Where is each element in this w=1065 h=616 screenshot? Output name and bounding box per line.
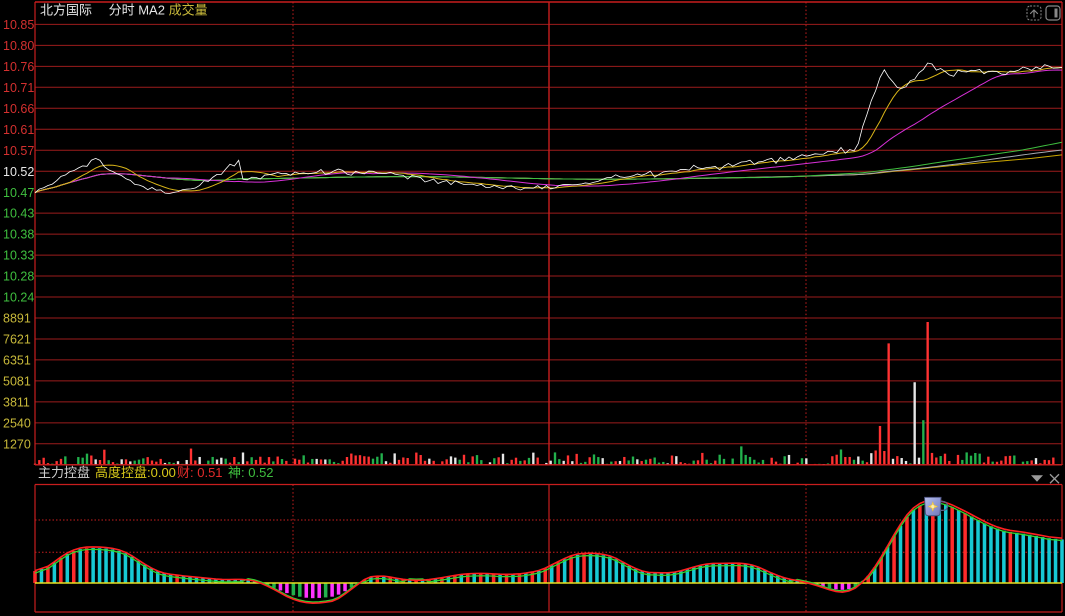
svg-text:8891: 8891 [3,312,31,326]
svg-text:5081: 5081 [3,374,31,388]
svg-text:3811: 3811 [3,395,30,409]
svg-text:财: 0.51: 财: 0.51 [177,465,223,480]
svg-text:10.66: 10.66 [3,102,34,116]
svg-text:10.33: 10.33 [3,249,34,263]
svg-text:10.52: 10.52 [3,165,34,179]
svg-text:10.80: 10.80 [3,39,34,53]
svg-text:10.61: 10.61 [3,123,34,137]
svg-text:7621: 7621 [3,333,31,347]
svg-text:10.76: 10.76 [3,60,34,74]
svg-text:6351: 6351 [3,354,31,368]
svg-text:10.38: 10.38 [3,228,34,242]
svg-text:10.28: 10.28 [3,270,34,284]
svg-text:北方国际 分时 MA2 成交量: 北方国际 分时 MA2 成交量 [40,3,208,18]
svg-text:10.85: 10.85 [3,18,34,32]
svg-text:2540: 2540 [3,416,31,430]
svg-text:10.57: 10.57 [3,144,34,158]
svg-text:神: 0.52: 神: 0.52 [228,465,274,480]
svg-text:10.47: 10.47 [3,186,34,200]
svg-text:主力控盘: 主力控盘 [38,465,90,480]
svg-text:10.24: 10.24 [3,291,34,305]
svg-text:10.71: 10.71 [3,81,34,95]
svg-text:10.43: 10.43 [3,207,34,221]
svg-text:高度控盘:0.00: 高度控盘:0.00 [95,465,176,480]
svg-text:1270: 1270 [3,437,31,451]
